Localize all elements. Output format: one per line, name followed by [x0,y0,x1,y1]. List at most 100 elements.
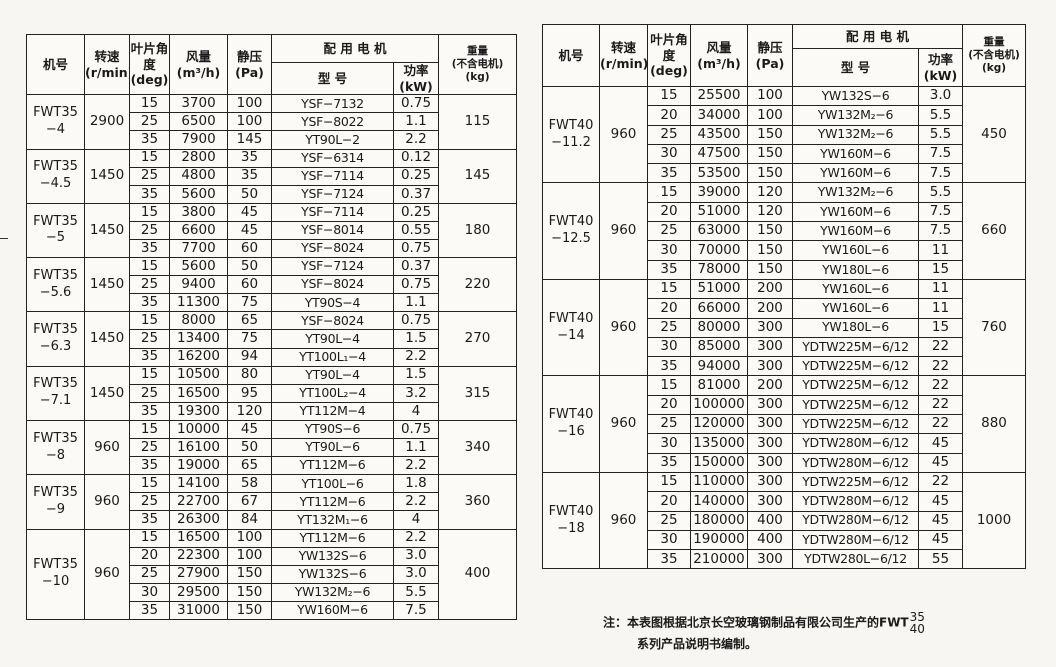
table-row: 35 19300 120 YT112M−4 4 [27,401,517,421]
static-pressure-cell: 200 [747,298,793,319]
header-speed: 转速 (r/min) [84,33,130,96]
motor-model-cell: YDTW280M−6/12 [792,529,919,551]
fan-model-cell: FWT40 −18 [542,471,600,570]
motor-power-cell: 0.75 [393,311,439,331]
margin-tick-mark [0,238,8,239]
air-flow-cell: 6500 [169,112,228,132]
table-row: 35 26300 84 YT132M₁−6 4 [27,510,517,530]
motor-power-cell: 7.5 [918,221,963,242]
static-pressure-cell: 150 [747,143,793,165]
table-row: 25 6600 45 YSF−8014 0.55 [27,220,517,241]
fan-model-cell: FWT40 −14 [542,278,600,377]
blade-angle-cell: 20 [647,201,691,223]
motor-model-cell: YDTW280M−6/12 [792,491,919,512]
motor-model-cell: YW132S−6 [271,564,394,584]
air-flow-cell: 29500 [169,582,228,602]
motor-power-cell: 0.37 [393,184,439,204]
blade-angle-cell: 35 [129,130,170,150]
table-row: 20 140000 300 YDTW280M−6/12 45 [543,491,1026,512]
blade-angle-cell: 15 [129,148,170,168]
blade-angle-cell: 25 [129,329,170,349]
air-flow-cell: 16500 [169,528,228,548]
motor-power-cell: 45 [918,510,963,531]
air-flow-cell: 34000 [690,105,748,126]
blade-angle-cell: 15 [647,375,691,396]
table-row: 30 85000 300 YDTW225M−6/12 22 [543,336,1026,358]
motor-power-cell: 2.2 [393,130,439,150]
blade-angle-cell: 25 [129,275,170,295]
header-flow: 风量 (m³/h) [690,24,748,87]
blade-angle-cell: 20 [129,546,170,566]
motor-model-cell: YW132M₂−6 [792,105,919,126]
table-row: FWT40 −14 960 15 51000 200 YW160L−6 11 760 [542,278,1026,377]
static-pressure-cell: 60 [227,275,272,295]
motor-power-cell: 2.2 [393,492,439,512]
motor-model-cell: YT90L−4 [271,329,394,349]
table-row: 25 4800 35 YSF−7114 0.25 [27,166,517,186]
motor-power-cell: 11 [918,298,963,319]
motor-model-cell: YW160M−6 [792,163,919,184]
blade-angle-cell: 35 [129,600,170,620]
blade-angle-cell: 35 [129,347,170,367]
weight-cell: 180 [438,202,517,259]
blade-angle-cell: 25 [647,317,691,338]
static-pressure-cell: 50 [227,438,272,458]
blade-angle-cell: 35 [647,356,691,377]
air-flow-cell: 135000 [690,433,748,454]
blade-angle-cell: 25 [129,438,170,458]
blade-angle-cell: 15 [129,202,170,222]
blade-angle-cell: 35 [647,452,691,473]
header-model: 机号 [542,24,600,87]
blade-angle-cell: 35 [129,184,170,204]
header-power: 功率 (kW) [918,48,963,87]
static-pressure-cell: 94 [227,347,272,367]
table-row: FWT35 −5 1450 15 3800 45 YSF−7114 0.25 180 [26,202,517,259]
motor-model-cell: YW132S−6 [271,546,394,566]
static-pressure-cell: 150 [227,600,272,620]
air-flow-cell: 47500 [690,143,748,165]
blade-angle-cell: 25 [129,564,170,584]
speed-cell: 1450 [84,365,130,421]
static-pressure-cell: 150 [227,564,272,584]
blade-angle-cell: 15 [129,474,170,494]
motor-power-cell: 22 [918,356,963,377]
blade-angle-cell: 15 [129,365,170,385]
air-flow-cell: 80000 [690,317,748,338]
left-spec-table: 机号 转速 (r/min) 叶片角度 (deg) 风量 (m³/h) 静压 (Pa) 配… [26,33,517,620]
blade-angle-cell: 15 [647,471,691,493]
air-flow-cell: 63000 [690,221,748,242]
weight-cell: 340 [438,419,517,476]
motor-model-cell: YSF−7114 [271,166,394,186]
static-pressure-cell: 300 [747,317,793,338]
air-flow-cell: 150000 [690,452,748,473]
motor-model-cell: YW160M−6 [792,143,919,165]
fan-model-cell: FWT35 −6.3 [26,311,85,367]
table-row: 25 63000 150 YW160M−6 7.5 [543,221,1026,242]
fraction-bottom: 40 [909,622,925,636]
speed-cell: 960 [84,419,130,476]
air-flow-cell: 7700 [169,238,228,259]
motor-power-cell: 45 [918,529,963,551]
static-pressure-cell: 80 [227,365,272,385]
static-pressure-cell: 400 [747,510,793,531]
blade-angle-cell: 25 [647,124,691,145]
table-row: 20 100000 300 YDTW225M−6/12 22 [543,394,1026,416]
motor-model-cell: YSF−8014 [271,220,394,241]
motor-power-cell: 0.25 [393,202,439,222]
motor-power-cell: 5.5 [918,182,963,203]
motor-power-cell: 0.55 [393,220,439,241]
table-row: 35 5600 50 YSF−7124 0.37 [27,184,517,204]
motor-power-cell: 45 [918,452,963,473]
fan-model-cell: FWT35 −5.6 [26,257,85,313]
static-pressure-cell: 200 [747,278,793,300]
static-pressure-cell: 35 [227,166,272,186]
table-row: FWT35 −7.1 1450 15 10500 80 YT90L−4 1.5 315 [26,365,517,421]
speed-cell: 960 [599,471,648,570]
motor-power-cell: 1.5 [393,365,439,385]
motor-power-cell: 0.12 [393,148,439,168]
speed-cell: 1450 [84,148,130,204]
blade-angle-cell: 15 [129,257,170,277]
fan-model-cell: FWT35 −8 [26,419,85,476]
header-motor-group: 配 用 电 机 [792,24,963,49]
header-motor-type: 型 号 [271,61,394,96]
